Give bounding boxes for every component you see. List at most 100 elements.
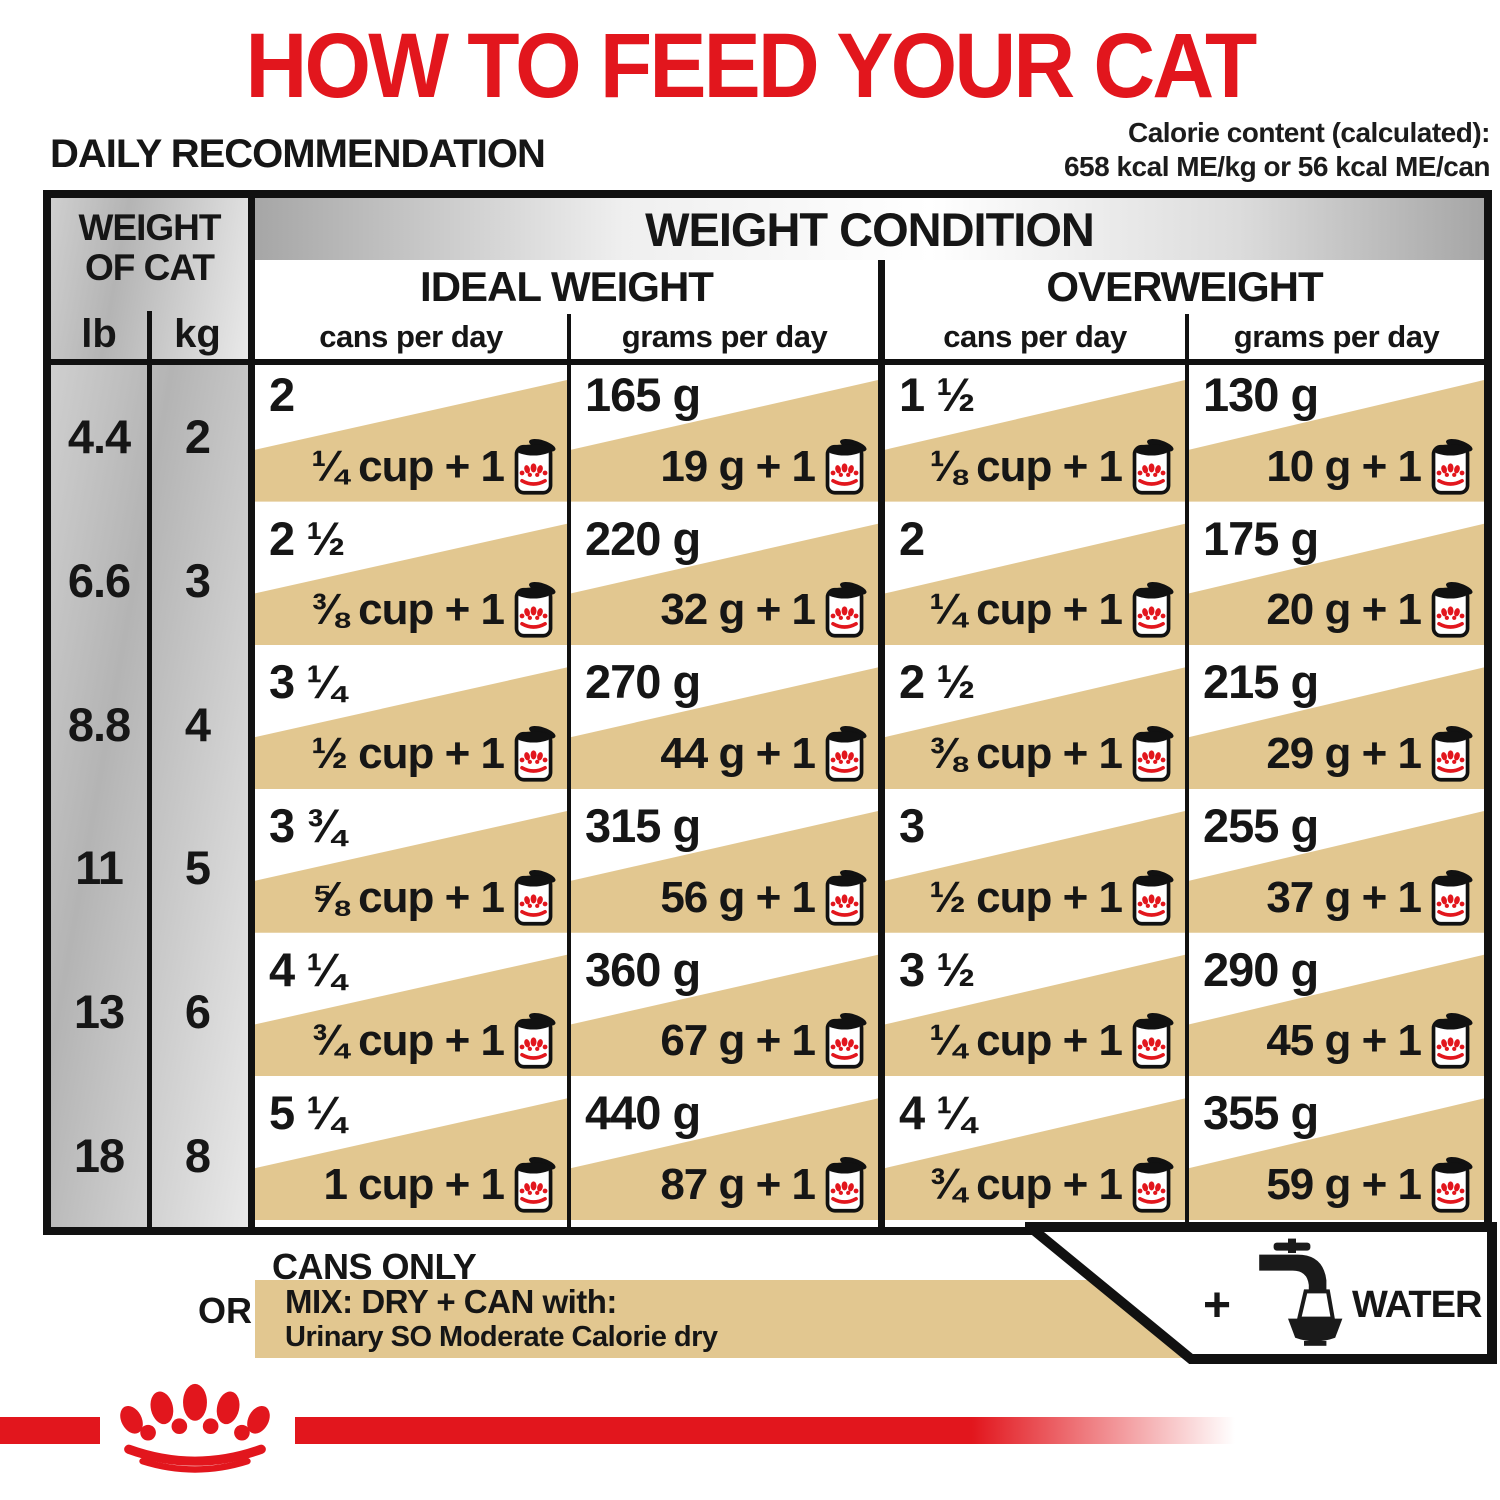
mix-value: ⅜ cup + 1 — [929, 729, 1123, 779]
cans-only-value: 360 g — [585, 942, 701, 996]
table-row: 5 ¼ 1 cup + 1 440 g 87 g + 1 4 ¼ ¾ cup +… — [255, 1083, 1484, 1228]
water-box — [1025, 1222, 1497, 1364]
cell-ideal-cans: 2 ¼ cup + 1 — [255, 365, 571, 509]
cell-over-grams: 290 g 45 g + 1 — [1189, 939, 1484, 1084]
cans-only-value: 255 g — [1203, 799, 1319, 853]
can-icon — [822, 868, 868, 928]
can-icon — [822, 580, 868, 640]
cell-over-grams: 255 g 37 g + 1 — [1189, 796, 1484, 940]
can-icon — [822, 1011, 868, 1071]
can-icon — [1129, 580, 1175, 640]
brand-stripe-right — [295, 1417, 1235, 1444]
weight-column: 4.4 2 6.6 3 8.8 4 11 5 13 6 18 8 — [51, 365, 255, 1227]
cell-over-grams: 215 g 29 g + 1 — [1189, 652, 1484, 797]
mix-value: ¼ cup + 1 — [929, 585, 1123, 635]
cans-only-value: 4 ¼ — [899, 1086, 975, 1140]
condition-header: WEIGHT CONDITION IDEAL WEIGHT OVERWEIGHT… — [255, 198, 1484, 359]
mix-value: ¾ cup + 1 — [929, 1160, 1123, 1210]
brand-stripe-left — [0, 1417, 100, 1444]
table-row: 3 ¾ ⅝ cup + 1 315 g 56 g + 1 3 ½ cup + 1… — [255, 796, 1484, 940]
cell-over-cans: 4 ¼ ¾ cup + 1 — [885, 1083, 1189, 1228]
overweight-header: OVERWEIGHT — [1046, 263, 1323, 310]
weight-row: 4.4 2 — [51, 365, 248, 509]
cans-only-value: 220 g — [585, 511, 701, 565]
cell-over-cans: 3 ½ ¼ cup + 1 — [885, 939, 1189, 1084]
cell-over-cans: 2 ½ ⅜ cup + 1 — [885, 652, 1189, 797]
can-icon — [511, 580, 557, 640]
data-grid: 2 ¼ cup + 1 165 g 19 g + 1 1 ½ ⅛ cup + 1… — [255, 365, 1484, 1228]
cans-only-value: 290 g — [1203, 942, 1319, 996]
can-icon — [1129, 1011, 1175, 1071]
cell-ideal-grams: 440 g 87 g + 1 — [571, 1083, 885, 1228]
cell-ideal-grams: 360 g 67 g + 1 — [571, 939, 885, 1084]
mix-value: 45 g + 1 — [1266, 1016, 1422, 1066]
plus-icon: + — [1203, 1279, 1232, 1332]
cell-over-grams: 175 g 20 g + 1 — [1189, 508, 1484, 653]
cans-only-value: 215 g — [1203, 655, 1319, 709]
cell-ideal-grams: 220 g 32 g + 1 — [571, 508, 885, 653]
cell-ideal-grams: 315 g 56 g + 1 — [571, 796, 885, 940]
mix-value: ¼ cup + 1 — [311, 441, 505, 491]
lb-value: 4.4 — [67, 410, 131, 464]
can-icon — [1428, 580, 1474, 640]
can-icon — [822, 437, 868, 497]
can-icon — [822, 1155, 868, 1215]
weight-row: 6.6 3 — [51, 509, 248, 653]
can-icon — [822, 724, 868, 784]
cans-only-value: 3 — [899, 799, 925, 853]
ideal-grams-col-header: grams per day — [571, 314, 885, 359]
mix-value: 32 g + 1 — [660, 585, 816, 635]
weight-condition-band: WEIGHT CONDITION — [255, 198, 1484, 260]
mix-legend-line2: Urinary SO Moderate Calorie dry — [285, 1321, 718, 1353]
weight-header-line1: WEIGHT — [78, 207, 222, 248]
weight-row: 18 8 — [51, 1083, 248, 1227]
kg-value: 4 — [184, 697, 211, 751]
over-grams-col-header: grams per day — [1233, 318, 1440, 354]
mix-value: 10 g + 1 — [1266, 441, 1422, 491]
mix-value: ½ cup + 1 — [929, 872, 1123, 922]
can-icon — [1428, 1155, 1474, 1215]
can-icon — [511, 437, 557, 497]
mix-value: 1 cup + 1 — [323, 1160, 505, 1210]
mix-value: 87 g + 1 — [660, 1160, 816, 1210]
can-icon — [1428, 868, 1474, 928]
cell-ideal-cans: 5 ¼ 1 cup + 1 — [255, 1083, 571, 1228]
weight-row: 11 5 — [51, 796, 248, 940]
cell-over-cans: 1 ½ ⅛ cup + 1 — [885, 365, 1189, 509]
cans-only-value: 270 g — [585, 655, 701, 709]
water-label: WATER — [1352, 1284, 1482, 1326]
table-row: 2 ¼ cup + 1 165 g 19 g + 1 1 ½ ⅛ cup + 1… — [255, 365, 1484, 509]
cans-only-value: 175 g — [1203, 511, 1319, 565]
kg-value: 3 — [184, 554, 211, 607]
ideal-cans-col-header: cans per day — [255, 314, 571, 359]
cans-only-value: 2 — [899, 511, 925, 565]
cans-only-value: 1 ½ — [899, 368, 975, 421]
mix-value: 59 g + 1 — [1266, 1160, 1422, 1210]
royal-canin-crown-logo — [120, 1383, 270, 1473]
weight-of-cat-header: WEIGHT OF CAT lb kg — [51, 198, 255, 359]
mix-value: ¼ cup + 1 — [929, 1016, 1123, 1066]
mix-value: 29 g + 1 — [1266, 729, 1422, 779]
lb-value: 13 — [73, 985, 125, 1039]
table-header: WEIGHT OF CAT lb kg WEIGHT CONDITION IDE… — [51, 198, 1484, 365]
kg-value: 5 — [184, 841, 211, 895]
can-icon — [1428, 724, 1474, 784]
mix-legend-band: MIX: DRY + CAN with: Urinary SO Moderate… — [255, 1280, 1185, 1358]
lb-value: 11 — [75, 841, 124, 895]
weight-header-line2: OF CAT — [85, 247, 215, 288]
cans-only-value: 440 g — [585, 1086, 701, 1140]
lb-kg-divider — [147, 365, 152, 1227]
can-icon — [1129, 868, 1175, 928]
weight-row: 8.8 4 — [51, 652, 248, 796]
kg-value: 2 — [184, 410, 211, 464]
mix-value: ⅜ cup + 1 — [311, 585, 505, 635]
can-icon — [1428, 1011, 1474, 1071]
mix-value: ⅛ cup + 1 — [929, 441, 1123, 491]
cell-ideal-cans: 2 ½ ⅜ cup + 1 — [255, 508, 571, 653]
can-icon — [511, 868, 557, 928]
unit-lb: lb — [81, 312, 117, 356]
cans-only-value: 5 ¼ — [269, 1086, 345, 1140]
ideal-weight-header: IDEAL WEIGHT — [255, 260, 885, 314]
cans-only-value: 355 g — [1203, 1086, 1319, 1140]
cell-over-grams: 130 g 10 g + 1 — [1189, 365, 1484, 509]
